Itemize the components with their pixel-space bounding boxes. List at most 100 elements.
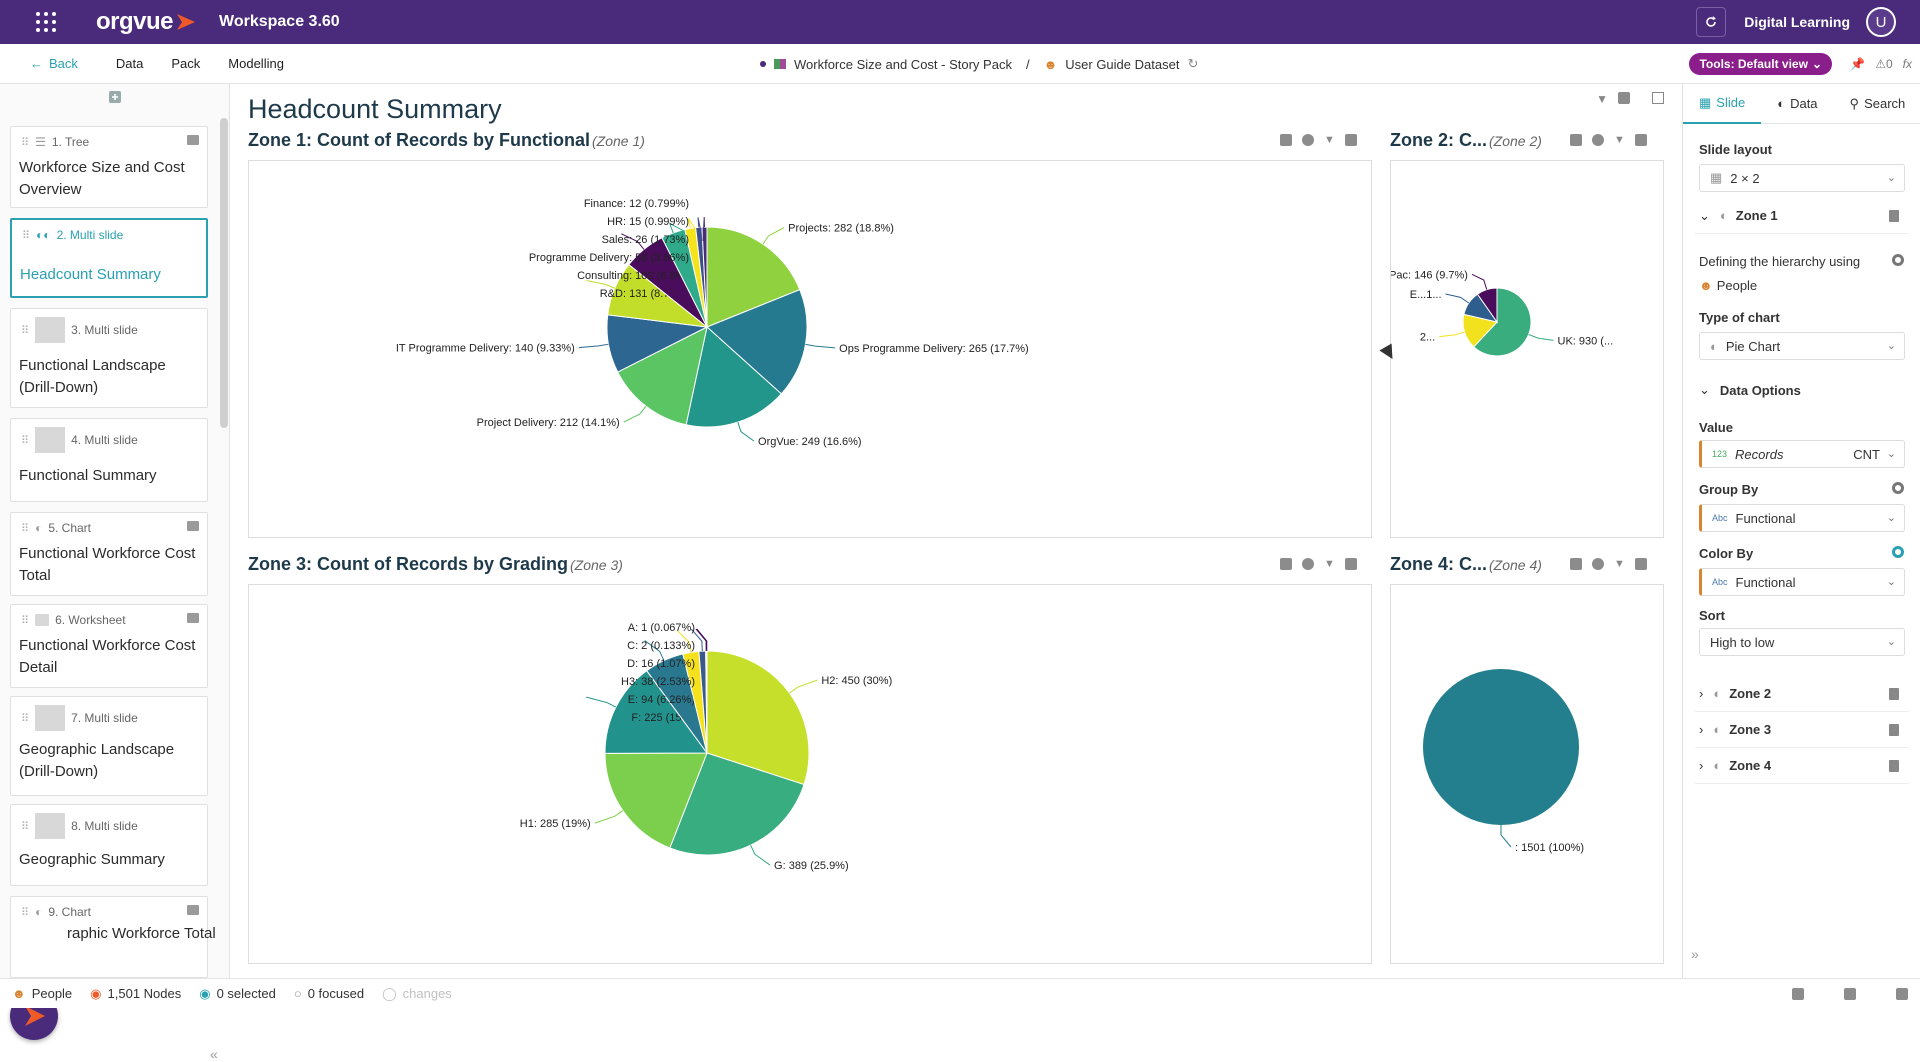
- zone-4-row[interactable]: › ◐ Zone 4: [1695, 748, 1909, 784]
- drag-handle-icon[interactable]: ⠿: [22, 229, 30, 242]
- alert-icon[interactable]: ⚠0: [1875, 57, 1892, 71]
- filter-icon[interactable]: ▼: [1324, 558, 1335, 570]
- filter-icon[interactable]: ▼: [1324, 134, 1335, 146]
- palette-icon[interactable]: [1592, 558, 1604, 570]
- zone-3-chart[interactable]: H2: 450 (30%)G: 389 (25.9%)H1: 285 (19%)…: [248, 584, 1372, 964]
- brand-logo[interactable]: orgvue: [96, 8, 197, 36]
- slide-layout-select[interactable]: ▦ 2 × 2 ⌄: [1699, 164, 1905, 192]
- status-focused[interactable]: ○0 focused: [294, 986, 364, 1001]
- drag-handle-icon[interactable]: ⠿: [21, 906, 29, 919]
- zone-2-row[interactable]: › ◐ Zone 2: [1695, 676, 1909, 712]
- drag-handle-icon[interactable]: ⠿: [21, 136, 29, 149]
- list-icon[interactable]: [1280, 134, 1292, 146]
- sync-icon[interactable]: ↻: [1187, 56, 1198, 72]
- zone-1-row[interactable]: ⌄ ◐ Zone 1: [1695, 198, 1909, 234]
- nav-data[interactable]: Data: [116, 56, 143, 71]
- back-link[interactable]: ← Back: [30, 56, 78, 71]
- comment-icon[interactable]: [1635, 134, 1647, 146]
- comment-icon[interactable]: [1345, 558, 1357, 570]
- delete-icon[interactable]: [1896, 988, 1908, 1000]
- zone-1-chart[interactable]: Projects: 282 (18.8%)Ops Programme Deliv…: [248, 160, 1372, 538]
- list-icon[interactable]: [1570, 134, 1582, 146]
- value-aggregation[interactable]: CNT: [1853, 447, 1880, 462]
- comment-icon[interactable]: [187, 905, 199, 915]
- trash-icon[interactable]: [1889, 724, 1899, 736]
- add-slide-icon[interactable]: [108, 90, 122, 104]
- list-icon[interactable]: [1570, 558, 1582, 570]
- drag-handle-icon[interactable]: ⠿: [21, 712, 29, 725]
- dataset-name[interactable]: User Guide Dataset: [1065, 57, 1179, 72]
- zone-3-row[interactable]: › ◐ Zone 3: [1695, 712, 1909, 748]
- expand-panel-icon[interactable]: [1652, 92, 1664, 104]
- hierarchy-value[interactable]: ☻People: [1699, 278, 1757, 293]
- trash-icon[interactable]: [1889, 760, 1899, 772]
- tools-view-dropdown[interactable]: Tools: Default view ⌄: [1689, 53, 1832, 75]
- tab-search[interactable]: ⚲Search: [1834, 84, 1920, 124]
- slide-card-6[interactable]: ⠿6. Worksheet Functional Workforce Cost …: [10, 604, 208, 688]
- collapse-panel-icon[interactable]: »: [1691, 946, 1699, 962]
- status-nodes[interactable]: ◉1,501 Nodes: [90, 986, 181, 1002]
- zone-1-pie-chart[interactable]: Projects: 282 (18.8%)Ops Programme Deliv…: [249, 161, 1373, 539]
- collapse-sidebar-icon[interactable]: «: [210, 1046, 218, 1062]
- filter-icon[interactable]: ▼: [1614, 134, 1625, 146]
- formula-icon[interactable]: fx: [1903, 57, 1912, 71]
- status-people[interactable]: ☻People: [12, 986, 72, 1001]
- trash-icon[interactable]: [1889, 210, 1899, 222]
- comment-icon[interactable]: [187, 135, 199, 145]
- org-name[interactable]: Digital Learning: [1744, 14, 1850, 30]
- comment-icon[interactable]: [1618, 92, 1630, 104]
- slide-card-9[interactable]: ⠿◐9. Chart raphic Workforce Total: [10, 896, 208, 978]
- palette-icon[interactable]: [1302, 134, 1314, 146]
- apps-grid-icon[interactable]: [22, 0, 70, 44]
- filter-icon[interactable]: ▼: [1596, 92, 1608, 106]
- chart-type-select[interactable]: ◐ Pie Chart ⌄: [1699, 332, 1905, 360]
- color-by-select[interactable]: Abc Functional ⌄: [1699, 568, 1905, 596]
- nav-modelling[interactable]: Modelling: [228, 56, 284, 71]
- tab-data[interactable]: ◐Data: [1761, 84, 1833, 124]
- group-by-select[interactable]: Abc Functional ⌄: [1699, 504, 1905, 532]
- slide-card-5[interactable]: ⠿◐5. Chart Functional Workforce Cost Tot…: [10, 512, 208, 596]
- zone-4-pie-chart[interactable]: : 1501 (100%): [1391, 585, 1665, 965]
- pack-name[interactable]: Workforce Size and Cost - Story Pack: [794, 57, 1012, 72]
- drag-handle-icon[interactable]: ⠿: [21, 614, 29, 627]
- zone-3-pie-chart[interactable]: H2: 450 (30%)G: 389 (25.9%)H1: 285 (19%)…: [249, 585, 1373, 965]
- nav-pack[interactable]: Pack: [171, 56, 200, 71]
- comment-icon[interactable]: [1345, 134, 1357, 146]
- palette-icon[interactable]: [1592, 134, 1604, 146]
- gear-icon[interactable]: [1892, 546, 1904, 558]
- slide-card-1[interactable]: ⠿☰1. Tree Workforce Size and Cost Overvi…: [10, 126, 208, 208]
- drag-handle-icon[interactable]: ⠿: [21, 522, 29, 535]
- filter-icon[interactable]: ▼: [1614, 558, 1625, 570]
- refresh-button[interactable]: [1696, 7, 1726, 37]
- data-options-row[interactable]: ⌄ Data Options: [1695, 372, 1909, 408]
- list-icon[interactable]: [1280, 558, 1292, 570]
- user-avatar[interactable]: U: [1866, 7, 1896, 37]
- sidebar-scrollbar[interactable]: [220, 118, 228, 428]
- drag-handle-icon[interactable]: ⠿: [21, 434, 29, 447]
- slide-card-7[interactable]: ⠿7. Multi slide Geographic Landscape (Dr…: [10, 696, 208, 796]
- sort-select[interactable]: High to low ⌄: [1699, 628, 1905, 656]
- slide-card-8[interactable]: ⠿8. Multi slide Geographic Summary: [10, 804, 208, 886]
- value-field-select[interactable]: 123 Records CNT ⌄: [1699, 440, 1905, 468]
- pie-slice-slice[interactable]: [1423, 669, 1579, 825]
- comment-icon[interactable]: [187, 521, 199, 531]
- comment-icon[interactable]: [187, 613, 199, 623]
- zone-2-chart[interactable]: UK: 930 (...2...E...1...Asia Pac: 146 (9…: [1390, 160, 1664, 538]
- slide-card-3[interactable]: ⠿3. Multi slide Functional Landscape (Dr…: [10, 308, 208, 408]
- slide-card-4[interactable]: ⠿4. Multi slide Functional Summary: [10, 418, 208, 502]
- gear-icon[interactable]: [1892, 482, 1904, 494]
- pin-icon[interactable]: 📌: [1850, 57, 1865, 71]
- gear-icon[interactable]: [1892, 254, 1904, 266]
- palette-icon[interactable]: [1302, 558, 1314, 570]
- add-icon[interactable]: [1792, 988, 1804, 1000]
- tab-slide[interactable]: ▦Slide: [1683, 84, 1761, 124]
- status-selected[interactable]: ◉0 selected: [199, 986, 276, 1002]
- zone-4-chart[interactable]: : 1501 (100%): [1390, 584, 1664, 964]
- trash-icon[interactable]: [1889, 688, 1899, 700]
- drag-handle-icon[interactable]: ⠿: [21, 324, 29, 337]
- drag-handle-icon[interactable]: ⠿: [21, 820, 29, 833]
- comment-icon[interactable]: [1635, 558, 1647, 570]
- zone-2-pie-chart[interactable]: UK: 930 (...2...E...1...Asia Pac: 146 (9…: [1391, 161, 1664, 538]
- duplicate-icon[interactable]: [1844, 988, 1856, 1000]
- status-changes[interactable]: ◯changes: [382, 986, 452, 1002]
